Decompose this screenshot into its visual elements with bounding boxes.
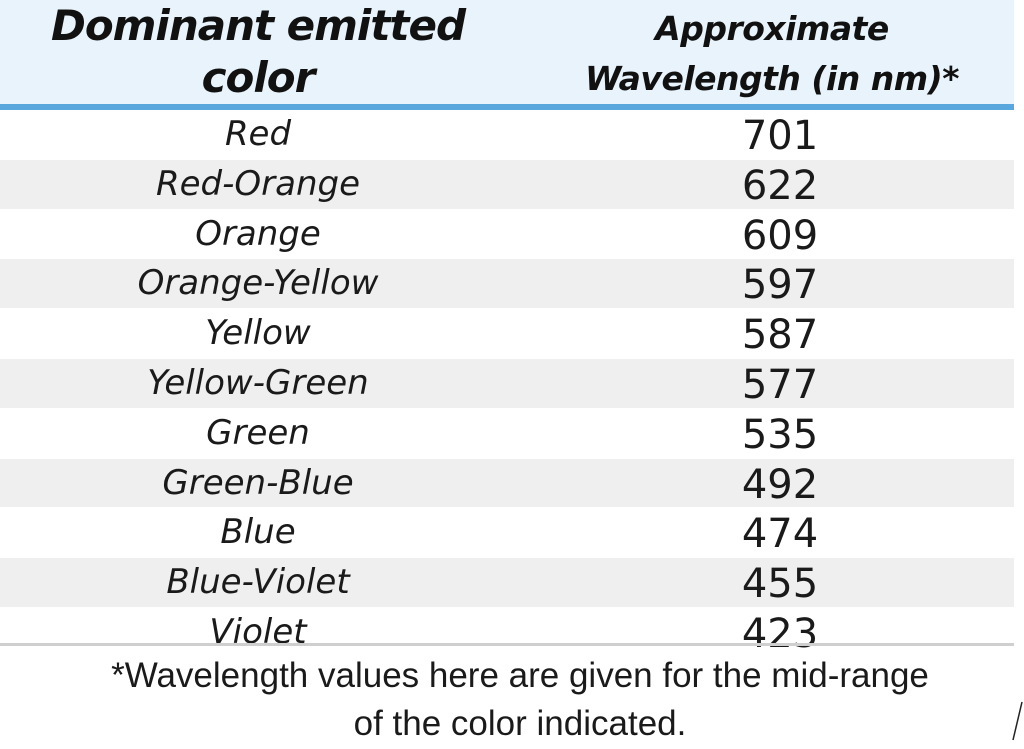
table-row: Blue-Violet 455 bbox=[0, 558, 1014, 608]
table-bottom-divider bbox=[0, 643, 1014, 646]
wavelength-table: Dominant emitted color Approximate Wavel… bbox=[0, 0, 1014, 658]
footnote: *Wavelength values here are given for th… bbox=[0, 652, 1024, 748]
color-cell: Yellow bbox=[205, 313, 311, 354]
table-body: Red 701 Red-Orange 622 Orange 609 Orange… bbox=[0, 110, 1014, 658]
color-cell: Orange bbox=[195, 213, 321, 254]
table-row: Blue 474 bbox=[0, 508, 1014, 559]
wavelength-cell: 597 bbox=[741, 262, 819, 309]
color-cell: Red-Orange bbox=[155, 163, 361, 204]
table-row: Orange 609 bbox=[0, 210, 1014, 260]
table-header: Dominant emitted color Approximate Wavel… bbox=[0, 0, 1014, 110]
wavelength-cell: 474 bbox=[741, 511, 819, 558]
header-color-line2: color bbox=[201, 53, 316, 102]
table-row: Red-Orange 622 bbox=[0, 159, 1014, 210]
table-row: Green 535 bbox=[0, 409, 1014, 459]
table-row: Green-Blue 492 bbox=[0, 458, 1014, 509]
header-color-line1: Dominant emitted bbox=[50, 1, 466, 50]
footnote-line1: *Wavelength values here are given for th… bbox=[111, 656, 929, 695]
table-row: Yellow 587 bbox=[0, 309, 1014, 359]
color-cell: Orange-Yellow bbox=[137, 263, 379, 304]
table-row: Yellow-Green 577 bbox=[0, 358, 1014, 409]
color-cell: Yellow-Green bbox=[147, 362, 369, 403]
header-color-column: Dominant emitted color bbox=[0, 0, 516, 104]
color-cell: Blue bbox=[220, 512, 296, 553]
color-cell: Green bbox=[206, 412, 310, 453]
wavelength-cell: 622 bbox=[741, 162, 819, 209]
header-wavelength-line1: Approximate bbox=[655, 9, 889, 48]
wavelength-cell: 587 bbox=[741, 312, 819, 359]
wavelength-cell: 577 bbox=[741, 361, 819, 408]
color-cell: Red bbox=[224, 114, 292, 154]
wavelength-cell: 535 bbox=[741, 411, 819, 458]
header-wavelength-column: Approximate Wavelength (in nm)* bbox=[530, 0, 1014, 104]
wavelength-cell: 492 bbox=[741, 461, 819, 508]
wavelength-cell: 455 bbox=[741, 561, 819, 608]
footnote-line2: of the color indicated. bbox=[353, 704, 687, 743]
stray-line-mark bbox=[1012, 701, 1023, 741]
table-row: Red 701 bbox=[0, 110, 1014, 160]
wavelength-cell: 609 bbox=[741, 212, 819, 259]
wavelength-cell: 701 bbox=[741, 113, 819, 159]
color-cell: Green-Blue bbox=[162, 462, 354, 503]
header-wavelength-line2: Wavelength (in nm)* bbox=[585, 59, 959, 98]
table-row: Orange-Yellow 597 bbox=[0, 259, 1014, 310]
color-cell: Blue-Violet bbox=[166, 562, 350, 603]
wavelength-cell: 423 bbox=[741, 610, 819, 657]
table-row: Violet 423 bbox=[0, 608, 1014, 658]
color-cell: Violet bbox=[209, 611, 307, 652]
